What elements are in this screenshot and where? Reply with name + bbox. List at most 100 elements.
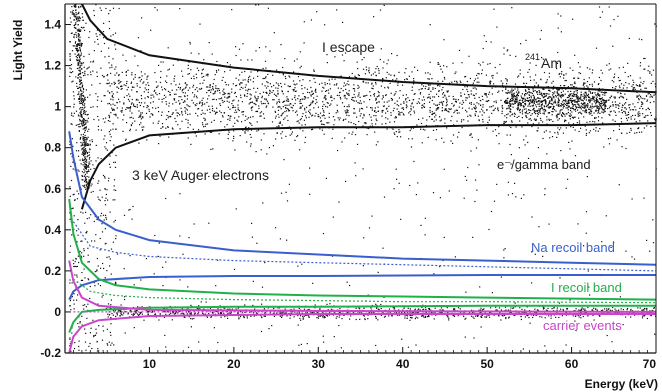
point-gamma-band [435,119,437,121]
point-low-energy-scatter [105,214,107,216]
point-gamma-band [446,91,449,93]
point-gamma-band [212,108,214,110]
point-gamma-band [403,102,405,104]
point-carrier-events [332,314,334,316]
point-carrier-events [291,311,293,313]
point-gamma-band [333,84,335,86]
point-3-kev-auger-electrons [80,102,82,104]
point-low-energy-scatter [79,80,81,82]
point-3-kev-auger-electrons [83,121,85,123]
point-gamma-band [329,88,331,90]
point-gamma-band [323,133,325,135]
point-gamma-band [166,75,168,77]
point-low-energy-scatter [92,106,94,108]
point-gamma-band [381,110,383,112]
point-carrier-events [252,312,255,314]
point-gamma-band [118,98,120,100]
point-carrier-events [505,317,507,320]
point-gamma-band [299,102,301,104]
point-gamma-band [557,119,559,121]
point-gamma-band [114,68,116,70]
point-gamma-band [317,116,319,118]
point-gamma-band [306,106,308,108]
point-gamma-band [287,119,289,122]
point-241am-peak [539,103,541,105]
point-241am-peak [521,99,523,102]
point-gamma-band [172,128,174,130]
point-3-kev-auger-electrons [77,62,79,64]
point-3-kev-auger-electrons [80,94,82,96]
point-3-kev-auger-electrons [84,176,87,178]
point-carrier-events [235,308,237,310]
point-gamma-band [442,96,444,98]
point-gamma-band [246,95,248,98]
point-gamma-band [441,110,443,112]
point-carrier-events [472,312,474,314]
point-low-energy-scatter [70,165,72,167]
point-gamma-band [571,97,573,99]
point-gamma-band [345,84,347,86]
point-241am-peak [554,109,556,111]
point-gamma-band [398,71,400,73]
point-3-kev-auger-electrons [83,128,86,130]
point-gamma-band [380,85,382,87]
point-gamma-band [297,135,299,137]
point-gamma-band [576,101,578,103]
point-gamma-band [597,112,599,114]
point-low-energy-scatter [74,19,76,21]
point-gamma-band [181,70,183,72]
point-241am-peak [520,102,522,104]
point-gamma-band [428,88,430,90]
point-gamma-band [537,93,539,95]
point-gamma-band [547,97,549,99]
point-241am-peak [563,105,565,107]
point-gamma-band [244,132,246,134]
point-gamma-band [498,132,500,135]
point-241am-peak [539,101,541,103]
point-3-kev-auger-electrons [81,144,83,146]
point-3-kev-auger-electrons [79,36,81,38]
point-low-energy-scatter [106,74,108,77]
point-low-energy-scatter [89,148,91,150]
point-gamma-band [504,102,506,104]
point-gamma-band [337,111,339,113]
point-gamma-band [267,102,269,104]
point-gamma-band [343,105,345,108]
point-carrier-events [285,312,287,314]
point-gamma-band [589,108,591,111]
point-gamma-band [574,129,576,131]
point-gamma-band [647,70,649,72]
point-carrier-events [592,314,594,316]
point-low-energy-scatter [106,343,108,345]
point-low-energy-scatter [110,344,112,346]
point-gamma-band [357,95,359,97]
point-241am-peak [520,104,522,106]
point-low-energy-scatter [87,278,89,280]
point-carrier-events [508,316,510,318]
point-gamma-band [304,96,306,98]
point-gamma-band [388,100,390,102]
point-low-energy-scatter [71,207,73,210]
point-low-energy-scatter [95,234,97,236]
point-low-energy-scatter [115,154,117,157]
point-carrier-events [190,313,192,315]
point-gamma-band [630,116,632,118]
point-carrier-events [316,317,318,319]
point-carrier-events [169,305,171,308]
point-gamma-band [631,85,633,87]
point-3-kev-auger-electrons [89,163,91,165]
point-low-energy-scatter [104,176,106,178]
point-gamma-band [584,125,586,127]
point-241am-peak [528,97,530,99]
point-gamma-band [197,129,200,131]
point-241am-peak [536,92,538,94]
point-gamma-band [523,108,525,110]
point-gamma-band [396,104,398,106]
point-gamma-band [141,98,143,100]
point-gamma-band [218,88,220,90]
point-gamma-band [182,101,184,103]
point-241am-peak [521,111,523,113]
point-gamma-band [285,106,287,109]
point-gamma-band [245,126,247,128]
point-241am-peak [514,102,516,105]
